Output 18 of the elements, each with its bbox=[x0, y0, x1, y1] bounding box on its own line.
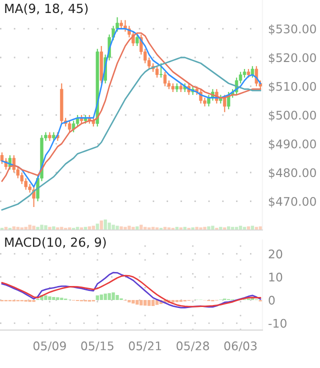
y-tick-label: -10 bbox=[268, 318, 286, 328]
y-tick-label: $470.00 bbox=[268, 196, 316, 208]
x-tick-label: 05/15 bbox=[81, 341, 114, 352]
x-tick-label: 05/21 bbox=[128, 341, 162, 352]
y-tick-label: $480.00 bbox=[268, 168, 316, 179]
chart-title: MA(9, 18, 45) bbox=[5, 3, 88, 15]
y-tick-label: 20 bbox=[268, 250, 282, 258]
y-tick-label: $500.00 bbox=[268, 110, 316, 122]
x-tick-label: 06/03 bbox=[224, 341, 257, 352]
chart-title: MACD(10, 26, 9) bbox=[5, 237, 106, 248]
y-tick-label: $530.00 bbox=[268, 24, 316, 35]
x-tick-label: 05/28 bbox=[176, 341, 210, 352]
y-tick-label: $510.00 bbox=[268, 82, 316, 92]
y-tick-label: $490.00 bbox=[268, 139, 316, 150]
y-tick-label: 10 bbox=[269, 272, 282, 282]
y-tick-label: $520.00 bbox=[268, 53, 316, 64]
x-tick-label: 05/09 bbox=[33, 341, 66, 352]
y-tick-label: 0 bbox=[268, 296, 275, 305]
